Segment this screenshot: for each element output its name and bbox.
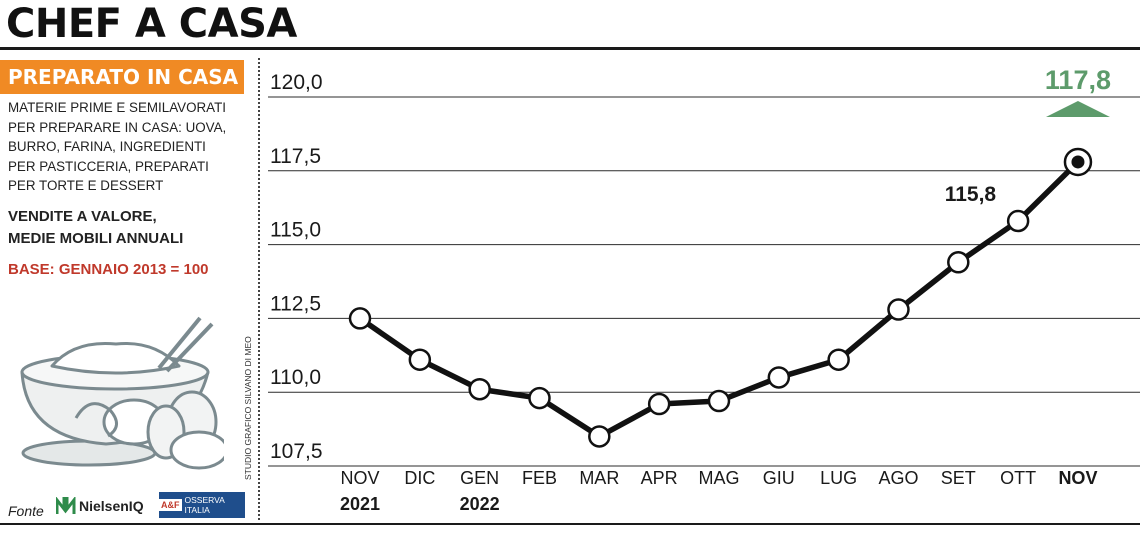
data-point [348, 307, 372, 330]
vertical-divider [258, 58, 260, 520]
y-tick-label: 120,0 [270, 71, 323, 94]
data-point [647, 392, 671, 416]
mixing-bowl-eggs-icon [20, 316, 224, 470]
data-label: 115,8 [945, 183, 997, 206]
osserva-mark: A&F [159, 499, 182, 511]
data-point [468, 377, 491, 401]
source-label: Fonte [8, 503, 44, 519]
data-label-highlight: 117,8 [1045, 65, 1111, 95]
y-tick-label: 117,5 [270, 145, 321, 168]
description-line: PER PASTICCERIA, PREPARATI [8, 158, 209, 174]
osserva-italia-logo: A&F OSSERVA ITALIA [159, 492, 245, 518]
x-tick-label: APR [641, 468, 678, 488]
description: MATERIE PRIME E SEMILAVORATI PER PREPARA… [8, 98, 248, 196]
data-point [887, 298, 910, 321]
x-year-label: 2021 [340, 494, 380, 514]
source-nielsen: NielsenIQ [79, 498, 144, 514]
x-tick-label: MAR [579, 468, 619, 488]
y-tick-label: 107,5 [270, 440, 323, 463]
page-title: CHEF A CASA [6, 1, 297, 47]
nielseniq-logo: NielsenIQ [56, 497, 144, 515]
measure-line: VENDITE A VALORE, [8, 208, 157, 225]
base-note: BASE: GENNAIO 2013 = 100 [8, 261, 209, 278]
data-point-highlight-core [1071, 155, 1085, 169]
data-point [767, 366, 791, 389]
y-tick-label: 112,5 [270, 292, 321, 315]
y-tick-label: 115,0 [270, 219, 321, 242]
x-tick-label: AGO [878, 468, 918, 488]
y-tick-label: 110,0 [270, 366, 321, 389]
measure-line: MEDIE MOBILI ANNUALI [8, 230, 184, 247]
data-point [947, 251, 970, 274]
nielseniq-mark-icon [56, 497, 76, 514]
x-tick-label: NOV [340, 468, 379, 488]
description-line: MATERIE PRIME E SEMILAVORATI [8, 100, 227, 115]
x-tick-label: LUG [820, 468, 857, 488]
description-line: PER TORTE E DESSERT [8, 178, 164, 193]
x-tick-label: FEB [522, 468, 557, 488]
data-point [588, 425, 611, 448]
data-point [408, 348, 432, 371]
measure-note: VENDITE A VALORE, MEDIE MOBILI ANNUALI [8, 206, 248, 250]
x-tick-label: NOV [1058, 468, 1097, 488]
description-line: BURRO, FARINA, INGREDIENTI [8, 139, 206, 154]
x-tick-label: OTT [1000, 468, 1036, 488]
x-tick-label: SET [941, 468, 976, 488]
x-tick-label: GEN [460, 468, 499, 488]
x-year-label: 2022 [460, 494, 500, 514]
bottom-rule [0, 523, 1140, 525]
x-tick-label: GIU [763, 468, 795, 488]
up-arrow-icon [1045, 101, 1110, 117]
x-tick-label: MAG [698, 468, 739, 488]
data-point [528, 386, 551, 410]
top-rule [0, 47, 1140, 50]
chart-subtitle: PREPARATO IN CASA [0, 60, 244, 94]
data-point [827, 348, 850, 371]
data-point [1006, 209, 1030, 233]
description-line: PER PREPARARE IN CASA: UOVA, [8, 119, 227, 135]
data-point [707, 389, 731, 413]
source-osserva: OSSERVA ITALIA [184, 495, 225, 515]
x-tick-label: DIC [404, 468, 435, 488]
